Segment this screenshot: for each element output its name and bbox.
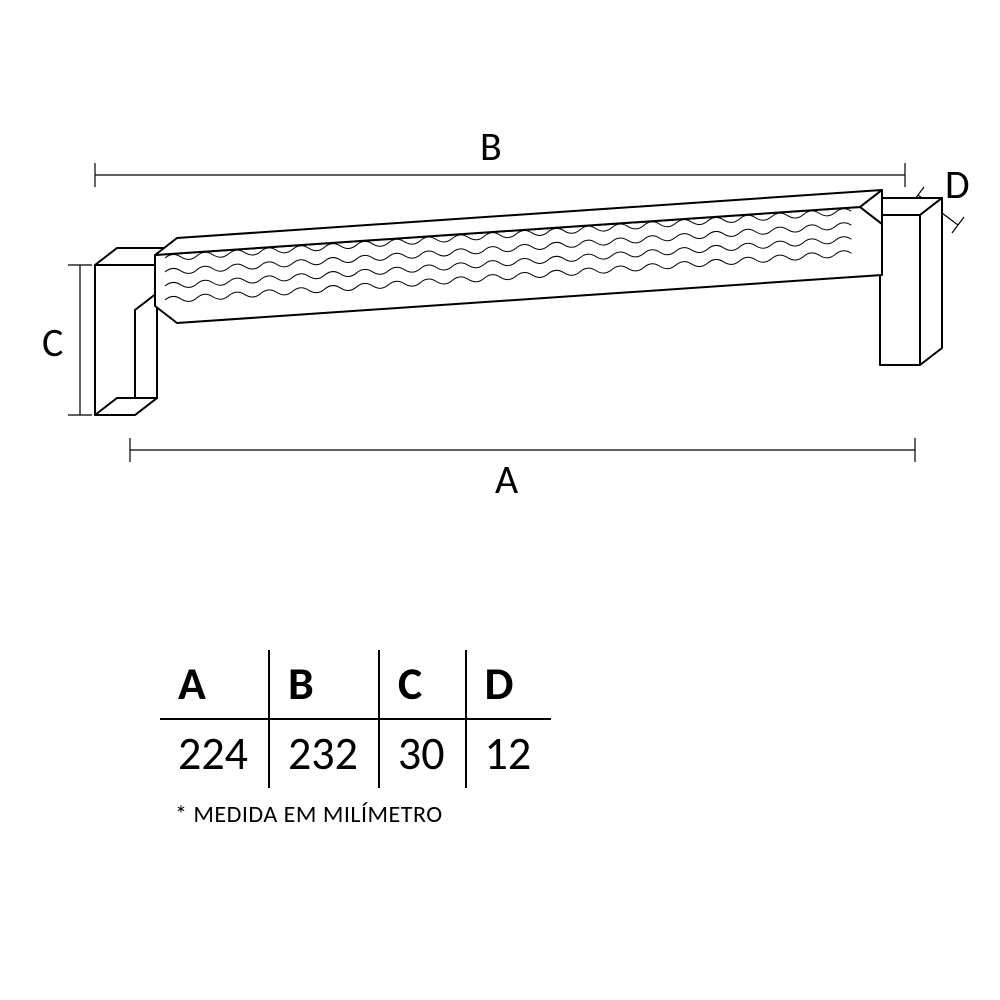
dim-label-c: C [42, 318, 63, 367]
col-d-header: D [466, 650, 552, 719]
cell-d: 12 [466, 719, 552, 788]
dimensions-table: A B C D 224 232 30 12 [160, 650, 551, 788]
col-c-header: C [379, 650, 466, 719]
col-a-header: A [160, 650, 269, 719]
handle-outline [95, 190, 942, 415]
dim-label-b: B [480, 122, 502, 171]
cell-c: 30 [379, 719, 466, 788]
technical-drawing: { "diagram": { "type": "technical-line-d… [0, 0, 1000, 1000]
dim-label-d: D [945, 160, 970, 209]
table-header-row: A B C D [160, 650, 551, 719]
table-row: 224 232 30 12 [160, 719, 551, 788]
cell-b: 232 [269, 719, 379, 788]
dim-label-a: A [495, 455, 518, 504]
footnote: * MEDIDA EM MILÍMETRO [175, 800, 443, 829]
col-b-header: B [269, 650, 379, 719]
cell-a: 224 [160, 719, 269, 788]
